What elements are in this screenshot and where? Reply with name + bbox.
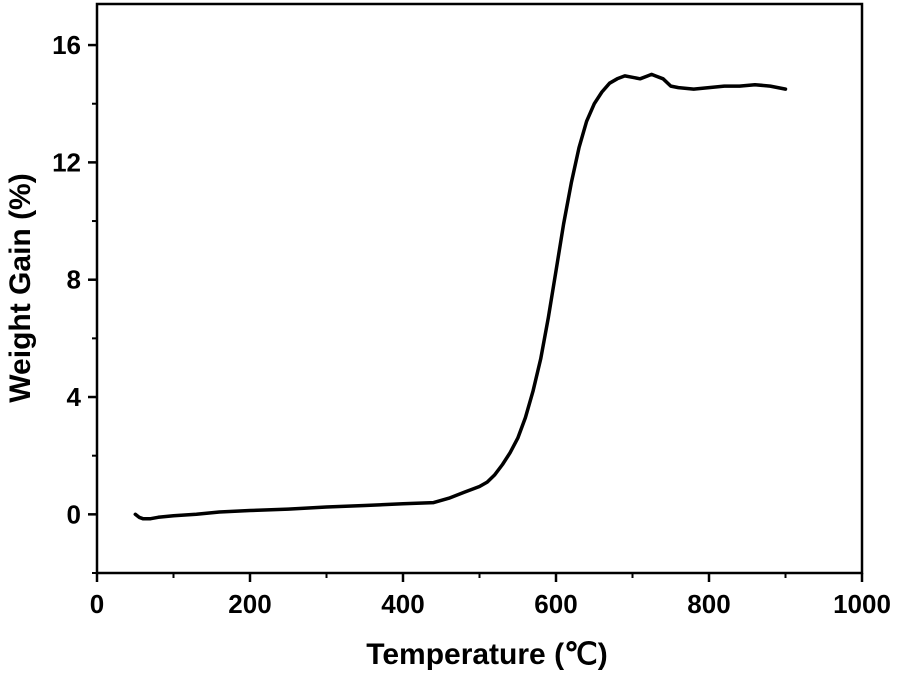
- x-tick-label: 0: [90, 589, 104, 619]
- x-axis-ticks: 0 200 400 600 800 1000: [90, 573, 891, 619]
- x-tick-label: 600: [534, 589, 577, 619]
- x-tick-label: 400: [381, 589, 424, 619]
- x-axis-title: Temperature (℃): [366, 638, 608, 671]
- y-tick-label: 4: [67, 382, 82, 412]
- y-tick-label: 0: [67, 499, 81, 529]
- x-tick-label: 800: [687, 589, 730, 619]
- y-axis-title: Weight Gain (%): [4, 173, 37, 402]
- x-tick-label: 200: [228, 589, 271, 619]
- y-tick-label: 12: [52, 147, 81, 177]
- y-tick-label: 8: [67, 265, 81, 295]
- x-tick-label: 1000: [833, 589, 891, 619]
- weight-gain-curve: [133, 72, 788, 521]
- y-axis-ticks: 0 4 8 12 16: [52, 30, 97, 574]
- y-tick-label: 16: [52, 30, 81, 60]
